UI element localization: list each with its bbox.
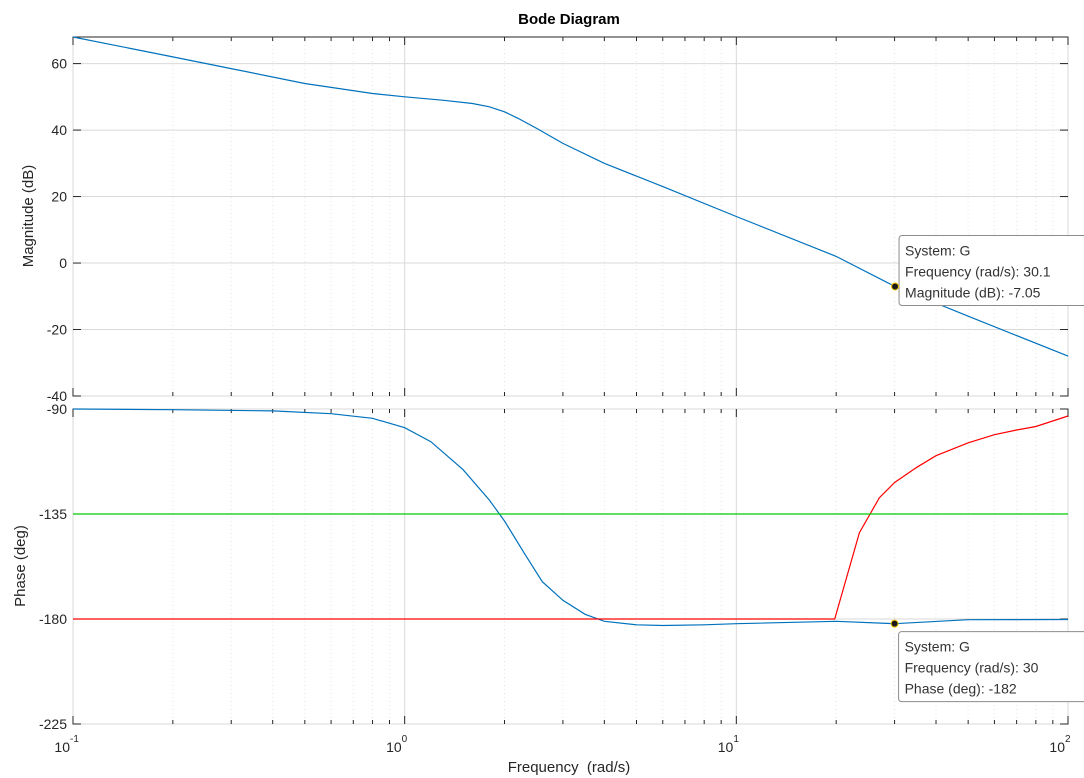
magnitude-grid [72, 37, 1069, 397]
x-tick-label-exp: 2 [1065, 734, 1071, 745]
series-line-phase-g [72, 408, 1069, 627]
x-tick-label: 10 1 [718, 734, 740, 755]
datatip-magnitude: System: G Frequency (rad/s): 30.1 Magnitud… [891, 234, 1084, 306]
magnitude-panel: -40 -20 0 20 40 60 Magnitude (dB) [20, 36, 1069, 404]
datatip-line: Frequency (rad/s): 30.1 [905, 263, 1051, 279]
x-tick-label-exp: -1 [70, 734, 79, 745]
datatip-marker [890, 619, 899, 628]
y-tick-label: 60 [51, 56, 67, 72]
datatips: System: G Frequency (rad/s): 30.1 Magnitud… [890, 234, 1084, 703]
y-tick-label: -40 [47, 388, 67, 404]
x-tick-labels: 10 -1 10 0 10 1 10 2 [54, 734, 1071, 755]
x-tick-label-exp: 0 [402, 734, 408, 745]
x-axis-label: Frequency (rad/s) [508, 759, 631, 776]
datatip-box [898, 234, 1084, 306]
phase-ylabel: Phase (deg) [12, 525, 29, 607]
datatip-line: Frequency (rad/s): 30 [905, 660, 1039, 676]
magnitude-series [72, 36, 1069, 357]
y-tick-label: 40 [51, 122, 67, 138]
x-tick-label-base: 10 [54, 739, 70, 755]
magnitude-axes-frame [72, 36, 1069, 397]
datatip-line: System: G [905, 242, 970, 258]
phase-series [72, 408, 1069, 627]
y-tick-label: -20 [47, 322, 67, 338]
chart-title: Bode Diagram [518, 11, 620, 28]
x-tick-label: 10 0 [386, 734, 408, 755]
series-line-magnitude-g [72, 36, 1069, 357]
x-tick-label-base: 10 [718, 739, 734, 755]
magnitude-ylabel: Magnitude (dB) [20, 165, 37, 268]
x-tick-label: 10 2 [1049, 734, 1071, 755]
y-tick-label: 0 [59, 255, 67, 271]
datatip-line: Magnitude (dB): -7.05 [905, 284, 1041, 300]
datatip-box [898, 631, 1084, 703]
datatip-line: Phase (deg): -182 [905, 681, 1017, 697]
phase-ticks: -225 -180 -135 -90 [39, 401, 1069, 732]
x-tick-label-base: 10 [1049, 739, 1065, 755]
y-tick-label: -180 [39, 611, 67, 627]
x-tick-label-base: 10 [386, 739, 402, 755]
y-tick-label: -225 [39, 716, 67, 732]
datatip-phase: System: G Frequency (rad/s): 30 Phase (deg… [890, 619, 1084, 703]
series-line-phase-red [73, 415, 1069, 620]
x-tick-label: 10 -1 [54, 734, 79, 755]
y-tick-label: -135 [39, 506, 67, 522]
phase-grid [72, 408, 1069, 725]
x-tick-label-exp: 1 [733, 734, 739, 745]
datatip-line: System: G [905, 639, 970, 655]
datatip-marker [891, 282, 900, 291]
y-tick-label: 20 [51, 189, 67, 205]
y-tick-label: -90 [47, 401, 67, 417]
